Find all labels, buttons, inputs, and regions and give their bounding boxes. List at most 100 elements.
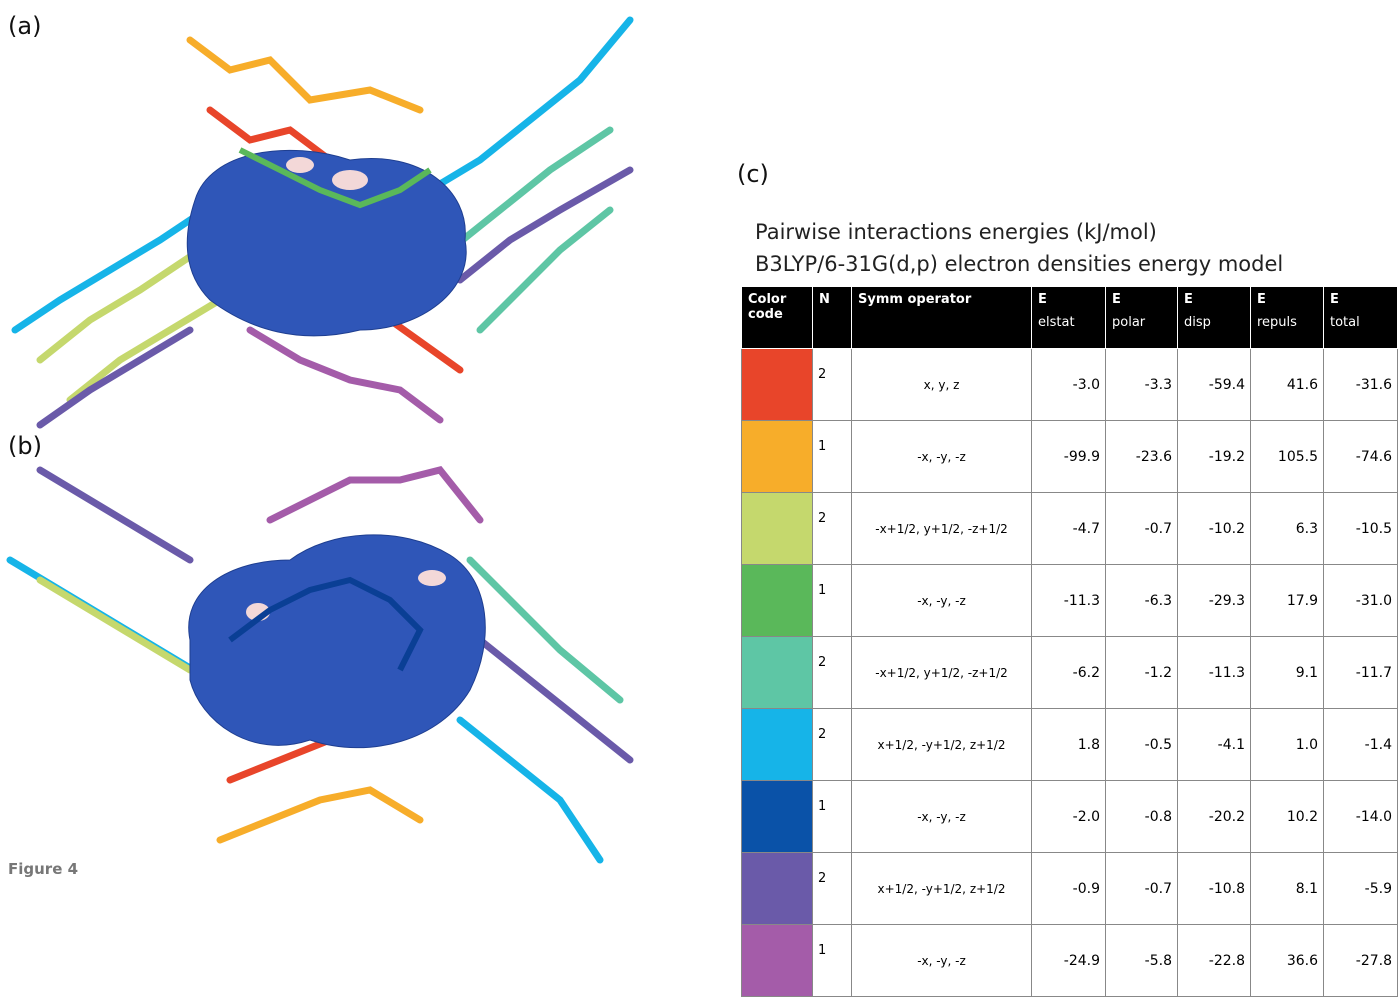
n-cell: 2 (813, 349, 852, 421)
energy-cell: 1.8 (1032, 709, 1106, 781)
molecule (460, 720, 600, 860)
energy-cell: -2.0 (1032, 781, 1106, 853)
surface-spot (332, 170, 368, 190)
energy-cell: 36.6 (1251, 925, 1324, 997)
color-swatch (742, 349, 813, 421)
header-cell: N (813, 287, 852, 349)
energy-table: Color codeNSymm operatorEelstatEpolarEdi… (741, 286, 1398, 997)
molecule (220, 790, 420, 840)
surface-spot (418, 570, 446, 586)
panel-label: (a) (8, 12, 41, 40)
energy-cell: -99.9 (1032, 421, 1106, 493)
energy-cell: 9.1 (1251, 637, 1324, 709)
molecule (190, 40, 420, 110)
symm-cell: -x, -y, -z (852, 781, 1032, 853)
energy-cell: -11.3 (1178, 637, 1251, 709)
n-cell: 2 (813, 493, 852, 565)
n-cell: 1 (813, 925, 852, 997)
energy-cell: 41.6 (1251, 349, 1324, 421)
table-row: 1-x, -y, -z-24.9-5.8-22.836.6-27.8 (742, 925, 1398, 997)
title-line: Pairwise interactions energies (kJ/mol) (755, 216, 1283, 248)
energy-cell: -0.7 (1106, 853, 1178, 925)
caption: Figure 4 (8, 860, 78, 878)
energy-cell: -10.8 (1178, 853, 1251, 925)
energy-cell: -24.9 (1032, 925, 1106, 997)
molecule (430, 20, 630, 190)
energy-cell: -6.2 (1032, 637, 1106, 709)
energy-cell: -3.3 (1106, 349, 1178, 421)
energy-cell: -23.6 (1106, 421, 1178, 493)
header-text: Symm operator (858, 292, 971, 307)
header-text: E (1112, 292, 1121, 307)
energy-cell: -4.1 (1178, 709, 1251, 781)
symm-cell: -x+1/2, y+1/2, -z+1/2 (852, 637, 1032, 709)
energy-cell: 6.3 (1251, 493, 1324, 565)
energy-cell: -10.2 (1178, 493, 1251, 565)
energy-cell: -27.8 (1324, 925, 1398, 997)
energy-cell: -4.7 (1032, 493, 1106, 565)
energy-cell: -31.6 (1324, 349, 1398, 421)
energy-cell: -19.2 (1178, 421, 1251, 493)
header-text: E (1184, 292, 1193, 307)
energy-cell: -6.3 (1106, 565, 1178, 637)
color-swatch (742, 493, 813, 565)
n-cell: 1 (813, 421, 852, 493)
symm-cell: -x, -y, -z (852, 421, 1032, 493)
header-text: E (1257, 292, 1266, 307)
energy-cell: -29.3 (1178, 565, 1251, 637)
n-cell: 2 (813, 709, 852, 781)
header-text: total (1330, 315, 1391, 330)
energy-cell: 10.2 (1251, 781, 1324, 853)
header-text: repuls (1257, 315, 1317, 330)
color-swatch (742, 781, 813, 853)
molecule (470, 560, 620, 700)
header-cell: Color code (742, 287, 813, 349)
title-line: B3LYP/6-31G(d,p) electron densities ener… (755, 248, 1283, 280)
energy-cell: -14.0 (1324, 781, 1398, 853)
energy-cell: 1.0 (1251, 709, 1324, 781)
panel-label: (c) (737, 160, 769, 188)
n-cell: 1 (813, 781, 852, 853)
energy-cell: -3.0 (1032, 349, 1106, 421)
energy-cell: -0.9 (1032, 853, 1106, 925)
energy-cell: -31.0 (1324, 565, 1398, 637)
header-text: elstat (1038, 315, 1099, 330)
energy-cell: 17.9 (1251, 565, 1324, 637)
energy-cell: -20.2 (1178, 781, 1251, 853)
symm-cell: -x+1/2, y+1/2, -z+1/2 (852, 493, 1032, 565)
n-cell: 1 (813, 565, 852, 637)
symm-cell: x+1/2, -y+1/2, z+1/2 (852, 853, 1032, 925)
energy-cell: -0.8 (1106, 781, 1178, 853)
energy-cell: -22.8 (1178, 925, 1251, 997)
header-text: N (819, 292, 830, 307)
energy-cell: -5.9 (1324, 853, 1398, 925)
energy-cell: -11.7 (1324, 637, 1398, 709)
energy-cell: -5.8 (1106, 925, 1178, 997)
n-cell: 2 (813, 853, 852, 925)
energy-cell: -0.5 (1106, 709, 1178, 781)
energy-cell: -1.2 (1106, 637, 1178, 709)
symm-cell: x+1/2, -y+1/2, z+1/2 (852, 709, 1032, 781)
surface-spot (286, 157, 314, 173)
molecule (480, 210, 610, 330)
header-text: E (1330, 292, 1339, 307)
panel-label: (b) (8, 432, 42, 460)
symm-cell: x, y, z (852, 349, 1032, 421)
header-text: polar (1112, 315, 1171, 330)
molecule (40, 580, 190, 670)
energy-cell: -59.4 (1178, 349, 1251, 421)
header-cell: Etotal (1324, 287, 1398, 349)
page: (a) (b) (c) Pairwise interactions energi… (0, 0, 1399, 874)
symm-cell: -x, -y, -z (852, 565, 1032, 637)
table-row: 2x, y, z-3.0-3.3-59.441.6-31.6 (742, 349, 1398, 421)
